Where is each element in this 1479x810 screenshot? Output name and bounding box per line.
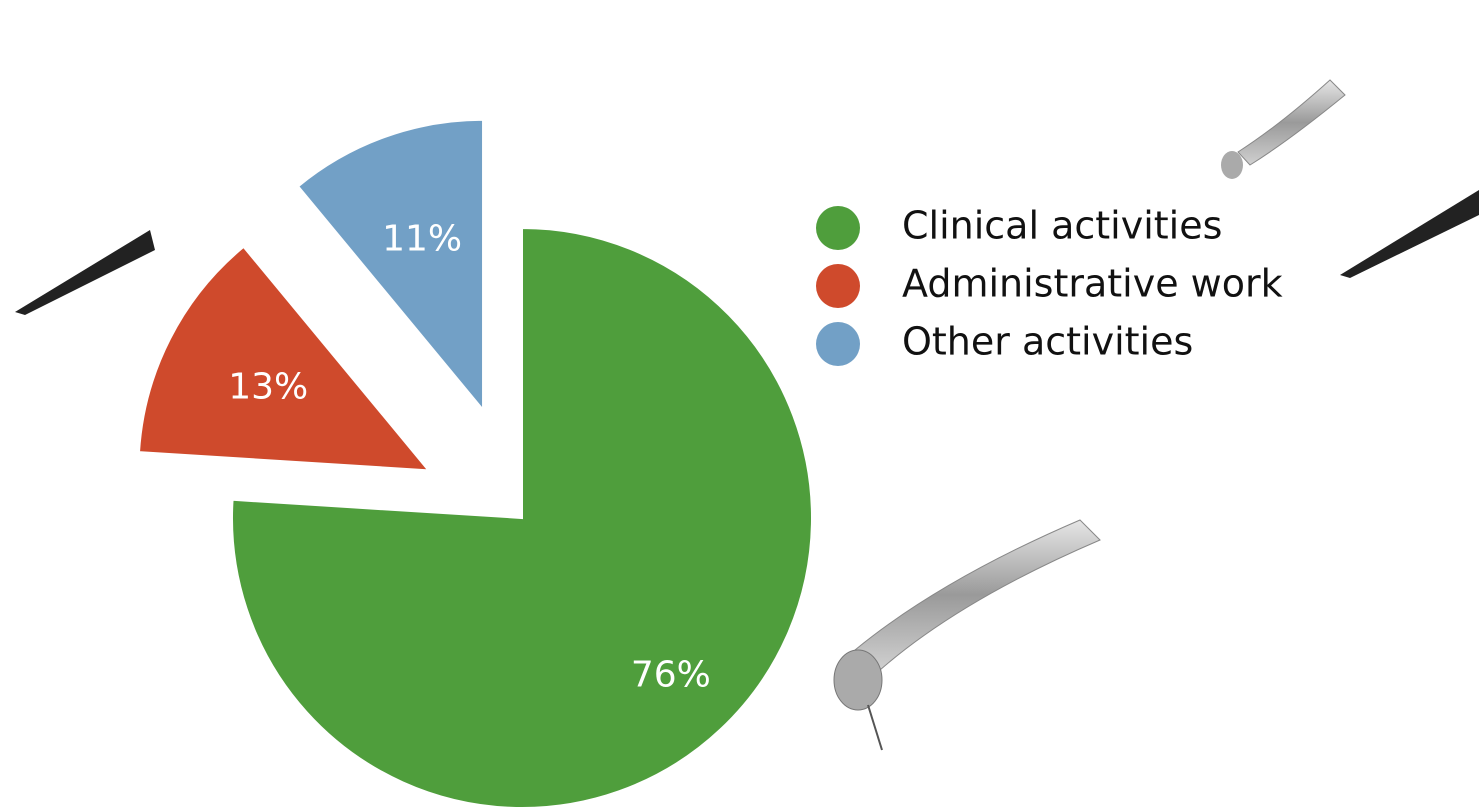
decoration: [15, 79, 1479, 751]
slice-label: 13%: [228, 367, 308, 408]
slice-label: 76%: [631, 655, 711, 696]
pie-slice: [231, 226, 813, 809]
legend-swatch: [816, 264, 860, 308]
legend-label: Other activities: [902, 320, 1193, 364]
legend-label: Clinical activities: [902, 204, 1222, 248]
pie: 76% 13% 11%: [137, 118, 813, 809]
legend-swatch: [816, 322, 860, 366]
legend: Clinical activities Administrative work Ot…: [816, 204, 1283, 366]
legend-label: Administrative work: [902, 262, 1283, 306]
pie-slice: [296, 118, 485, 413]
legend-swatch: [816, 206, 860, 250]
slice-label: 11%: [382, 219, 462, 260]
pie-slice: [137, 245, 431, 472]
